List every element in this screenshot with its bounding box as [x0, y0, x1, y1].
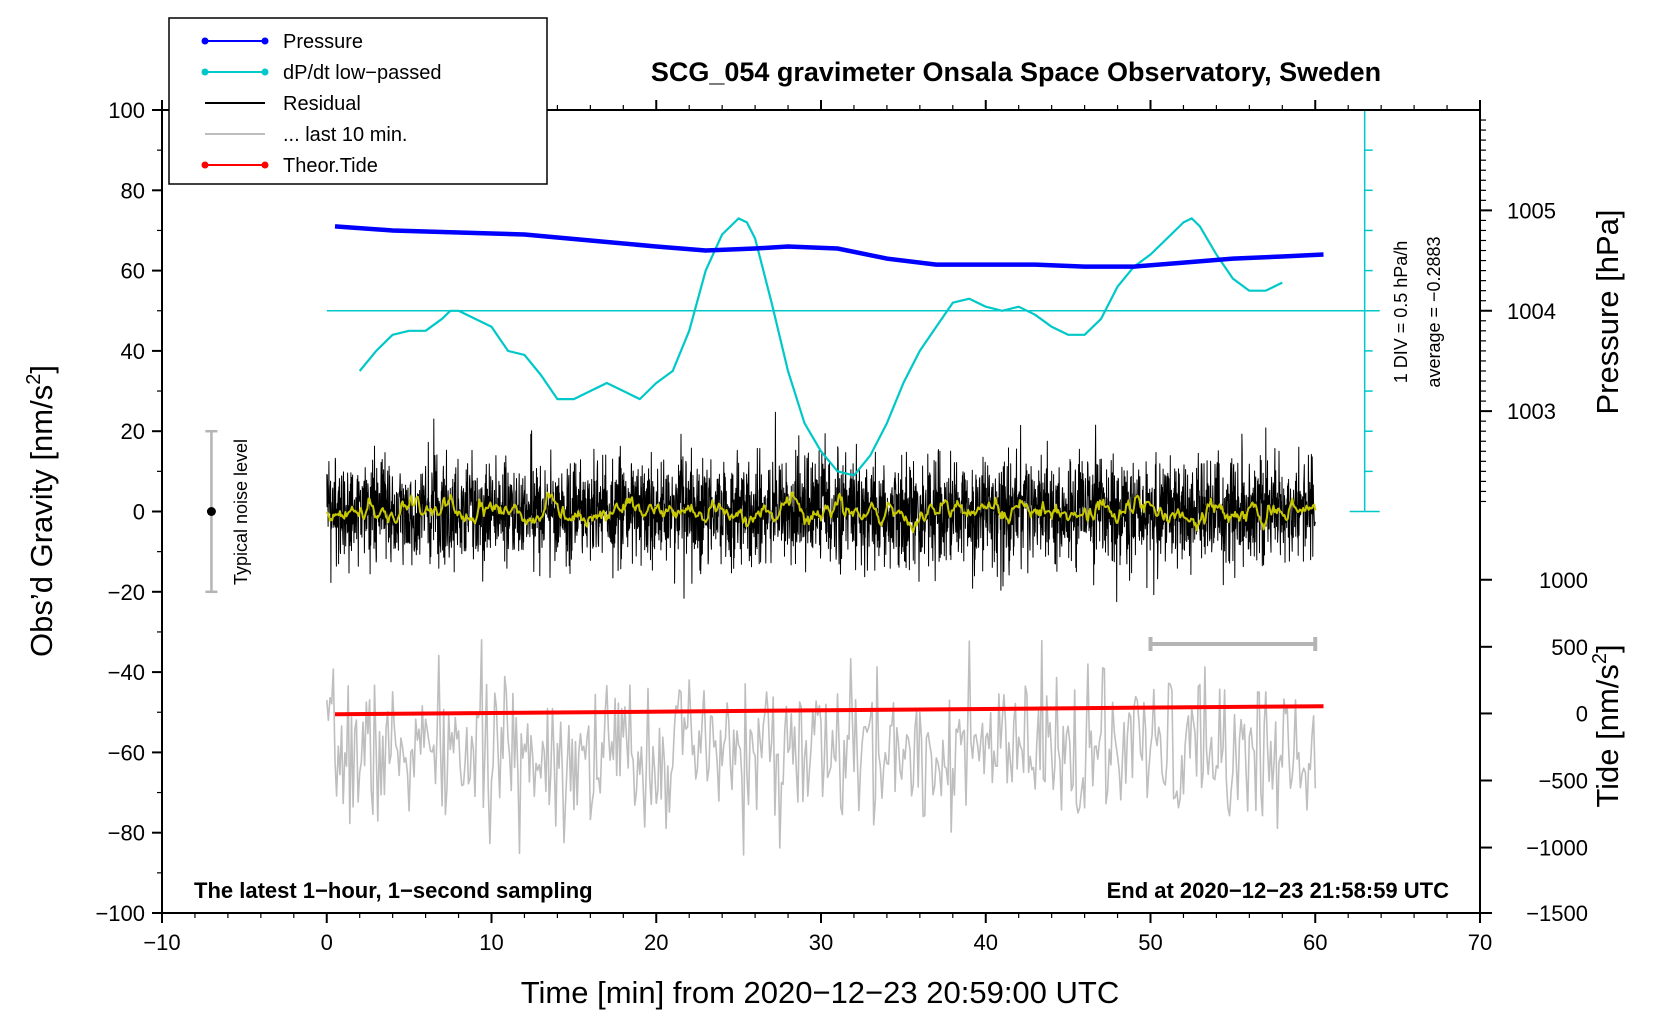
- x-tick-label: −10: [143, 930, 180, 955]
- series-layer: [205, 109, 1380, 856]
- x-tick-label: 40: [974, 930, 998, 955]
- y-tick-label: −100: [95, 901, 145, 926]
- tide-tick-label: −500: [1538, 769, 1588, 794]
- y-tick-label: 100: [108, 98, 145, 123]
- noise-bar-center-dot: [206, 507, 216, 516]
- tide-axis-label-sup: 2: [1589, 653, 1611, 664]
- y-tick-label: 80: [121, 178, 145, 203]
- y-tick-label: 0: [133, 500, 145, 525]
- y-tick-label: −40: [108, 660, 145, 685]
- dpdt-average-label: average = −0.2883: [1424, 236, 1444, 387]
- y-axis-label-end: ]: [24, 365, 59, 374]
- series-theor-tide: [334, 704, 1324, 717]
- pressure-tick-label: 1003: [1507, 399, 1556, 424]
- y-tick-label: −60: [108, 740, 145, 765]
- series-residual: [326, 411, 1316, 603]
- x-tick-label: 70: [1468, 930, 1492, 955]
- legend-label: dP/dt low−passed: [283, 62, 441, 84]
- x-axis-label: Time [min] from 2020−12−23 20:59:00 UTC: [521, 975, 1120, 1010]
- y-tick-label: 60: [121, 259, 145, 284]
- legend-marker: [201, 161, 209, 169]
- series-pressure: [334, 224, 1324, 269]
- series-last-10-min: [326, 638, 1317, 856]
- dpdt-scale-label: 1 DIV = 0.5 hPa/h: [1391, 241, 1411, 384]
- legend-label: Residual: [283, 93, 361, 115]
- tide-tick-label: −1500: [1526, 901, 1588, 926]
- y-axis-label-base: Obs’d Gravity [nm/s: [24, 385, 59, 657]
- y-axis-label: Obs’d Gravity [nm/s2]: [23, 365, 59, 657]
- series-residual-smoothed: [325, 491, 1317, 534]
- legend-label: Theor.Tide: [283, 155, 378, 177]
- tide-tick-label: 0: [1576, 701, 1588, 726]
- y-tick-label: 20: [121, 419, 145, 444]
- x-tick-label: 60: [1303, 930, 1327, 955]
- legend-label: Pressure: [283, 31, 363, 53]
- legend-marker: [261, 68, 269, 76]
- y-tick-label: 40: [121, 339, 145, 364]
- legend-box: [168, 17, 548, 185]
- axes-layer: −10 0 10 20 30 40 50 60 70100806040200−20−40−60−…: [95, 98, 1588, 955]
- y-tick-label: −20: [108, 580, 145, 605]
- footer-right: End at 2020−12−23 21:58:59 UTC: [1107, 878, 1450, 903]
- legend-marker: [261, 37, 269, 45]
- x-tick-label: 0: [321, 930, 333, 955]
- y-axis-label-sup: 2: [23, 374, 45, 385]
- footer-left: The latest 1−hour, 1−second sampling: [194, 878, 593, 903]
- legend-label: ... last 10 min.: [283, 124, 408, 146]
- tide-tick-label: −1000: [1526, 836, 1588, 861]
- legend-marker: [261, 161, 269, 169]
- y-tick-label: −80: [108, 821, 145, 846]
- x-tick-label: 50: [1138, 930, 1162, 955]
- tide-tick-label: 500: [1551, 635, 1588, 660]
- chart-title: SCG_054 gravimeter Onsala Space Observat…: [651, 57, 1381, 87]
- legend-marker: [201, 37, 209, 45]
- legend: Pressure dP/dt low−passed Residual ... last…: [168, 17, 548, 185]
- noise-level-label: Typical noise level: [231, 439, 251, 585]
- tide-axis-label-end: ]: [1590, 644, 1625, 653]
- legend-items: Pressure dP/dt low−passed Residual ... last…: [201, 31, 441, 177]
- tide-tick-label: 1000: [1539, 568, 1588, 593]
- pressure-tick-label: 1005: [1507, 198, 1556, 223]
- legend-marker: [201, 68, 209, 76]
- pressure-axis-label: Pressure [hPa]: [1590, 209, 1625, 414]
- x-tick-label: 30: [809, 930, 833, 955]
- tide-axis-label-base: Tide [nm/s: [1590, 664, 1625, 808]
- tide-axis-label: Tide [nm/s2]: [1589, 644, 1625, 807]
- pressure-tick-label: 1004: [1507, 299, 1556, 324]
- x-tick-label: 10: [479, 930, 503, 955]
- x-tick-label: 20: [644, 930, 668, 955]
